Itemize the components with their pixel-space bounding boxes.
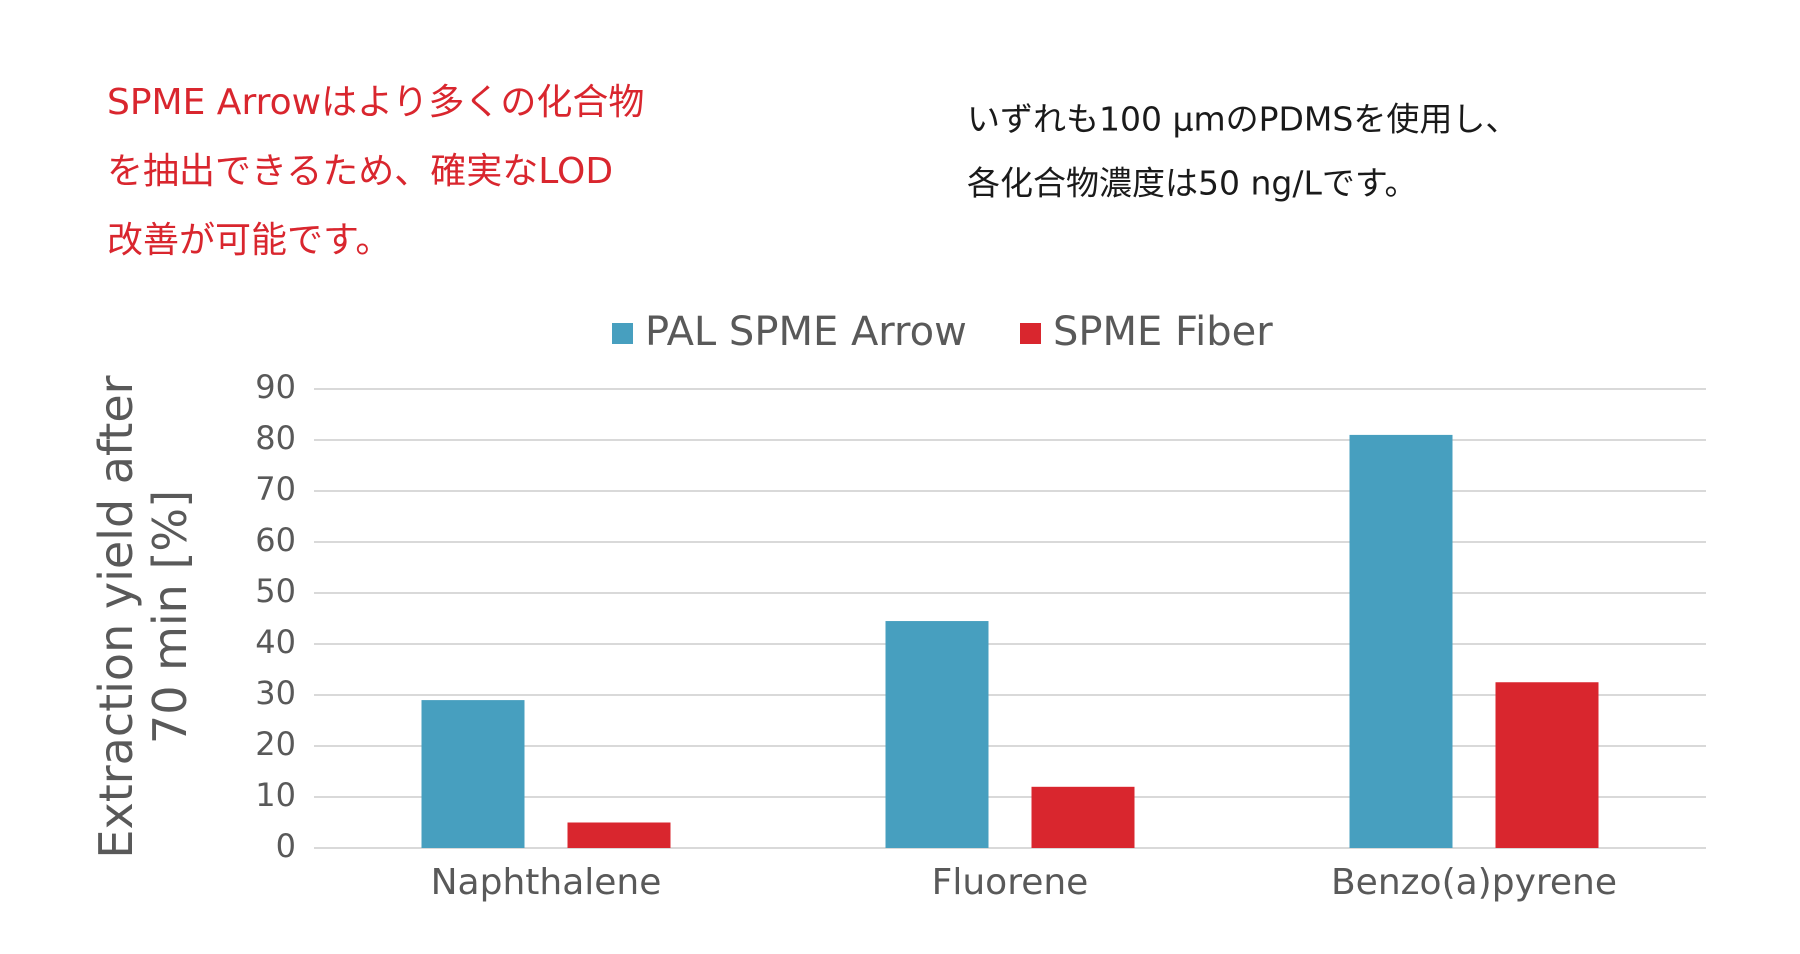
y-tick-label: 0	[276, 827, 296, 865]
x-tick-label: Fluorene	[932, 862, 1089, 903]
annotation: を抽出できるため、確実なLOD	[107, 151, 613, 192]
bar	[1495, 682, 1599, 848]
y-axis-label: Extraction yield after70 min [%]	[89, 375, 197, 858]
y-tick-label: 40	[255, 623, 296, 661]
annotation: SPME Arrowはより多くの化合物	[107, 82, 644, 123]
y-axis-label-line: 70 min [%]	[143, 490, 197, 744]
y-tick-label: 60	[255, 521, 296, 559]
x-tick-label: Benzo(a)pyrene	[1331, 862, 1617, 903]
y-tick-label: 30	[255, 674, 296, 712]
y-tick-label: 70	[255, 470, 296, 508]
bar	[421, 700, 525, 848]
y-tick-label: 80	[255, 419, 296, 457]
bar	[1349, 434, 1453, 848]
bar	[567, 822, 671, 848]
annotation: 各化合物濃度は50 ng/Lです。	[967, 164, 1418, 203]
y-axis-label-line: Extraction yield after	[89, 375, 143, 858]
bar	[885, 621, 989, 848]
y-tick-label: 10	[255, 776, 296, 814]
y-tick-label: 20	[255, 725, 296, 763]
legend-label: SPME Fiber	[1053, 309, 1273, 355]
legend-swatch	[612, 323, 633, 344]
annotation: 改善が可能です。	[107, 220, 391, 261]
x-tick-label: Naphthalene	[431, 862, 662, 903]
legend-swatch	[1020, 323, 1041, 344]
annotation: いずれも100 µmのPDMSを使用し、	[967, 100, 1518, 139]
bar	[1031, 786, 1135, 848]
y-tick-label: 50	[255, 572, 296, 610]
y-tick-label: 90	[255, 368, 296, 406]
legend-label: PAL SPME Arrow	[645, 309, 967, 355]
